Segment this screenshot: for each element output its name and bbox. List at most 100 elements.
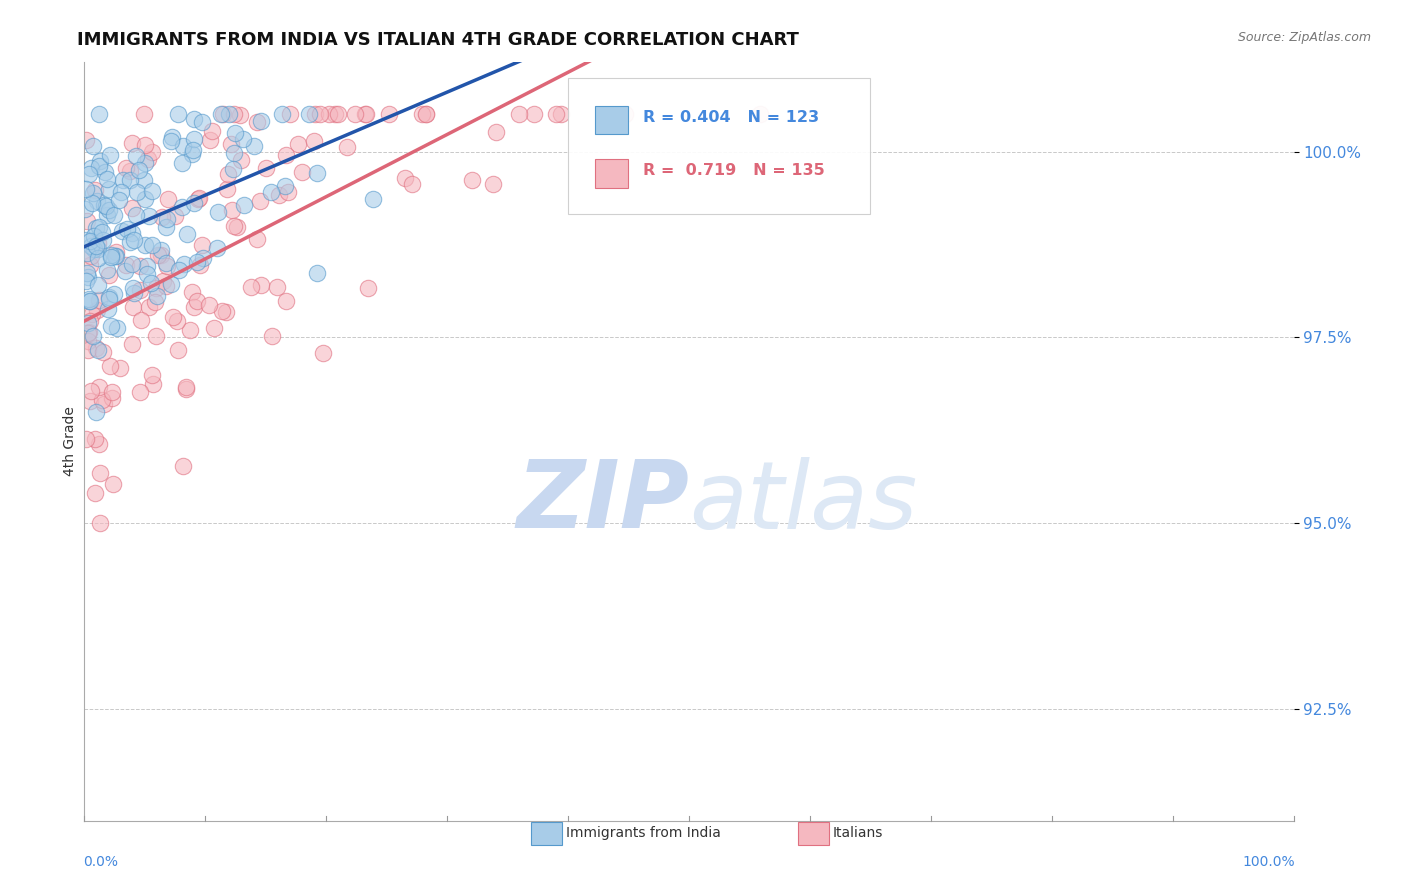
Point [232, 132, 254, 146]
Point [118, 235, 141, 249]
Point [183, 112, 205, 127]
Point [132, 173, 155, 187]
Point [141, 237, 163, 252]
Point [80, 307, 103, 321]
Point [79, 258, 101, 272]
Point [323, 107, 346, 121]
Point [233, 197, 256, 211]
Point [143, 295, 166, 310]
Point [121, 336, 143, 351]
Point [274, 293, 297, 308]
Y-axis label: 4th Grade: 4th Grade [63, 407, 77, 476]
Point [354, 107, 377, 121]
Point [77, 325, 100, 339]
Point [150, 211, 173, 225]
Point [79, 294, 101, 309]
Point [249, 194, 271, 209]
Point [83, 432, 105, 446]
Point [110, 185, 132, 199]
FancyBboxPatch shape [568, 78, 870, 214]
Point [129, 259, 152, 273]
Point [96, 172, 118, 186]
Point [76, 326, 98, 341]
Point [254, 161, 277, 176]
Point [186, 255, 208, 269]
Point [266, 280, 288, 294]
Point [94, 165, 117, 179]
Point [108, 193, 131, 207]
Point [80, 249, 103, 263]
Point [240, 279, 263, 293]
Point [101, 392, 124, 406]
Point [82, 138, 104, 153]
Point [89, 467, 111, 481]
Point [79, 394, 101, 409]
Point [129, 312, 152, 326]
Point [415, 107, 437, 121]
Point [312, 345, 335, 359]
FancyBboxPatch shape [595, 159, 628, 187]
Text: 100.0%: 100.0% [1241, 855, 1295, 869]
Point [86, 242, 108, 256]
Point [121, 136, 143, 150]
Text: Source: ZipAtlas.com: Source: ZipAtlas.com [1237, 31, 1371, 45]
Point [225, 220, 247, 235]
Point [160, 129, 183, 144]
Point [103, 287, 125, 301]
Point [145, 289, 167, 303]
Point [91, 392, 114, 407]
Point [523, 107, 546, 121]
Point [89, 219, 111, 234]
Point [260, 185, 283, 199]
Point [198, 133, 221, 147]
Point [190, 114, 212, 128]
Point [179, 323, 201, 337]
Point [183, 196, 205, 211]
Point [138, 209, 160, 223]
Point [101, 384, 124, 399]
Point [87, 235, 110, 250]
Point [100, 318, 122, 333]
Point [165, 209, 187, 223]
Point [482, 177, 505, 191]
Point [82, 186, 104, 200]
Point [243, 138, 266, 153]
Point [125, 149, 148, 163]
Point [98, 359, 121, 374]
Point [129, 283, 152, 297]
Point [84, 238, 107, 252]
Point [142, 377, 165, 392]
Point [188, 259, 211, 273]
Point [250, 277, 273, 292]
Point [207, 204, 229, 219]
Point [149, 248, 172, 262]
Point [79, 167, 101, 181]
Text: Italians: Italians [832, 826, 883, 840]
Point [212, 107, 235, 121]
Point [114, 264, 136, 278]
Point [218, 107, 240, 121]
Point [287, 136, 309, 151]
Point [209, 107, 232, 121]
Point [87, 293, 110, 308]
Point [401, 177, 423, 191]
Point [150, 243, 173, 257]
Point [73, 202, 96, 216]
Point [100, 248, 122, 262]
Point [134, 138, 156, 153]
Point [134, 192, 156, 206]
Point [89, 379, 111, 393]
Point [297, 107, 319, 121]
Point [215, 182, 238, 196]
Point [77, 294, 100, 309]
Point [93, 233, 115, 247]
Point [89, 154, 111, 169]
Point [128, 162, 150, 177]
Point [115, 222, 138, 236]
Point [122, 285, 145, 300]
Point [415, 107, 437, 121]
Point [277, 185, 299, 199]
Point [160, 134, 183, 148]
Point [114, 258, 136, 272]
Point [75, 274, 97, 288]
